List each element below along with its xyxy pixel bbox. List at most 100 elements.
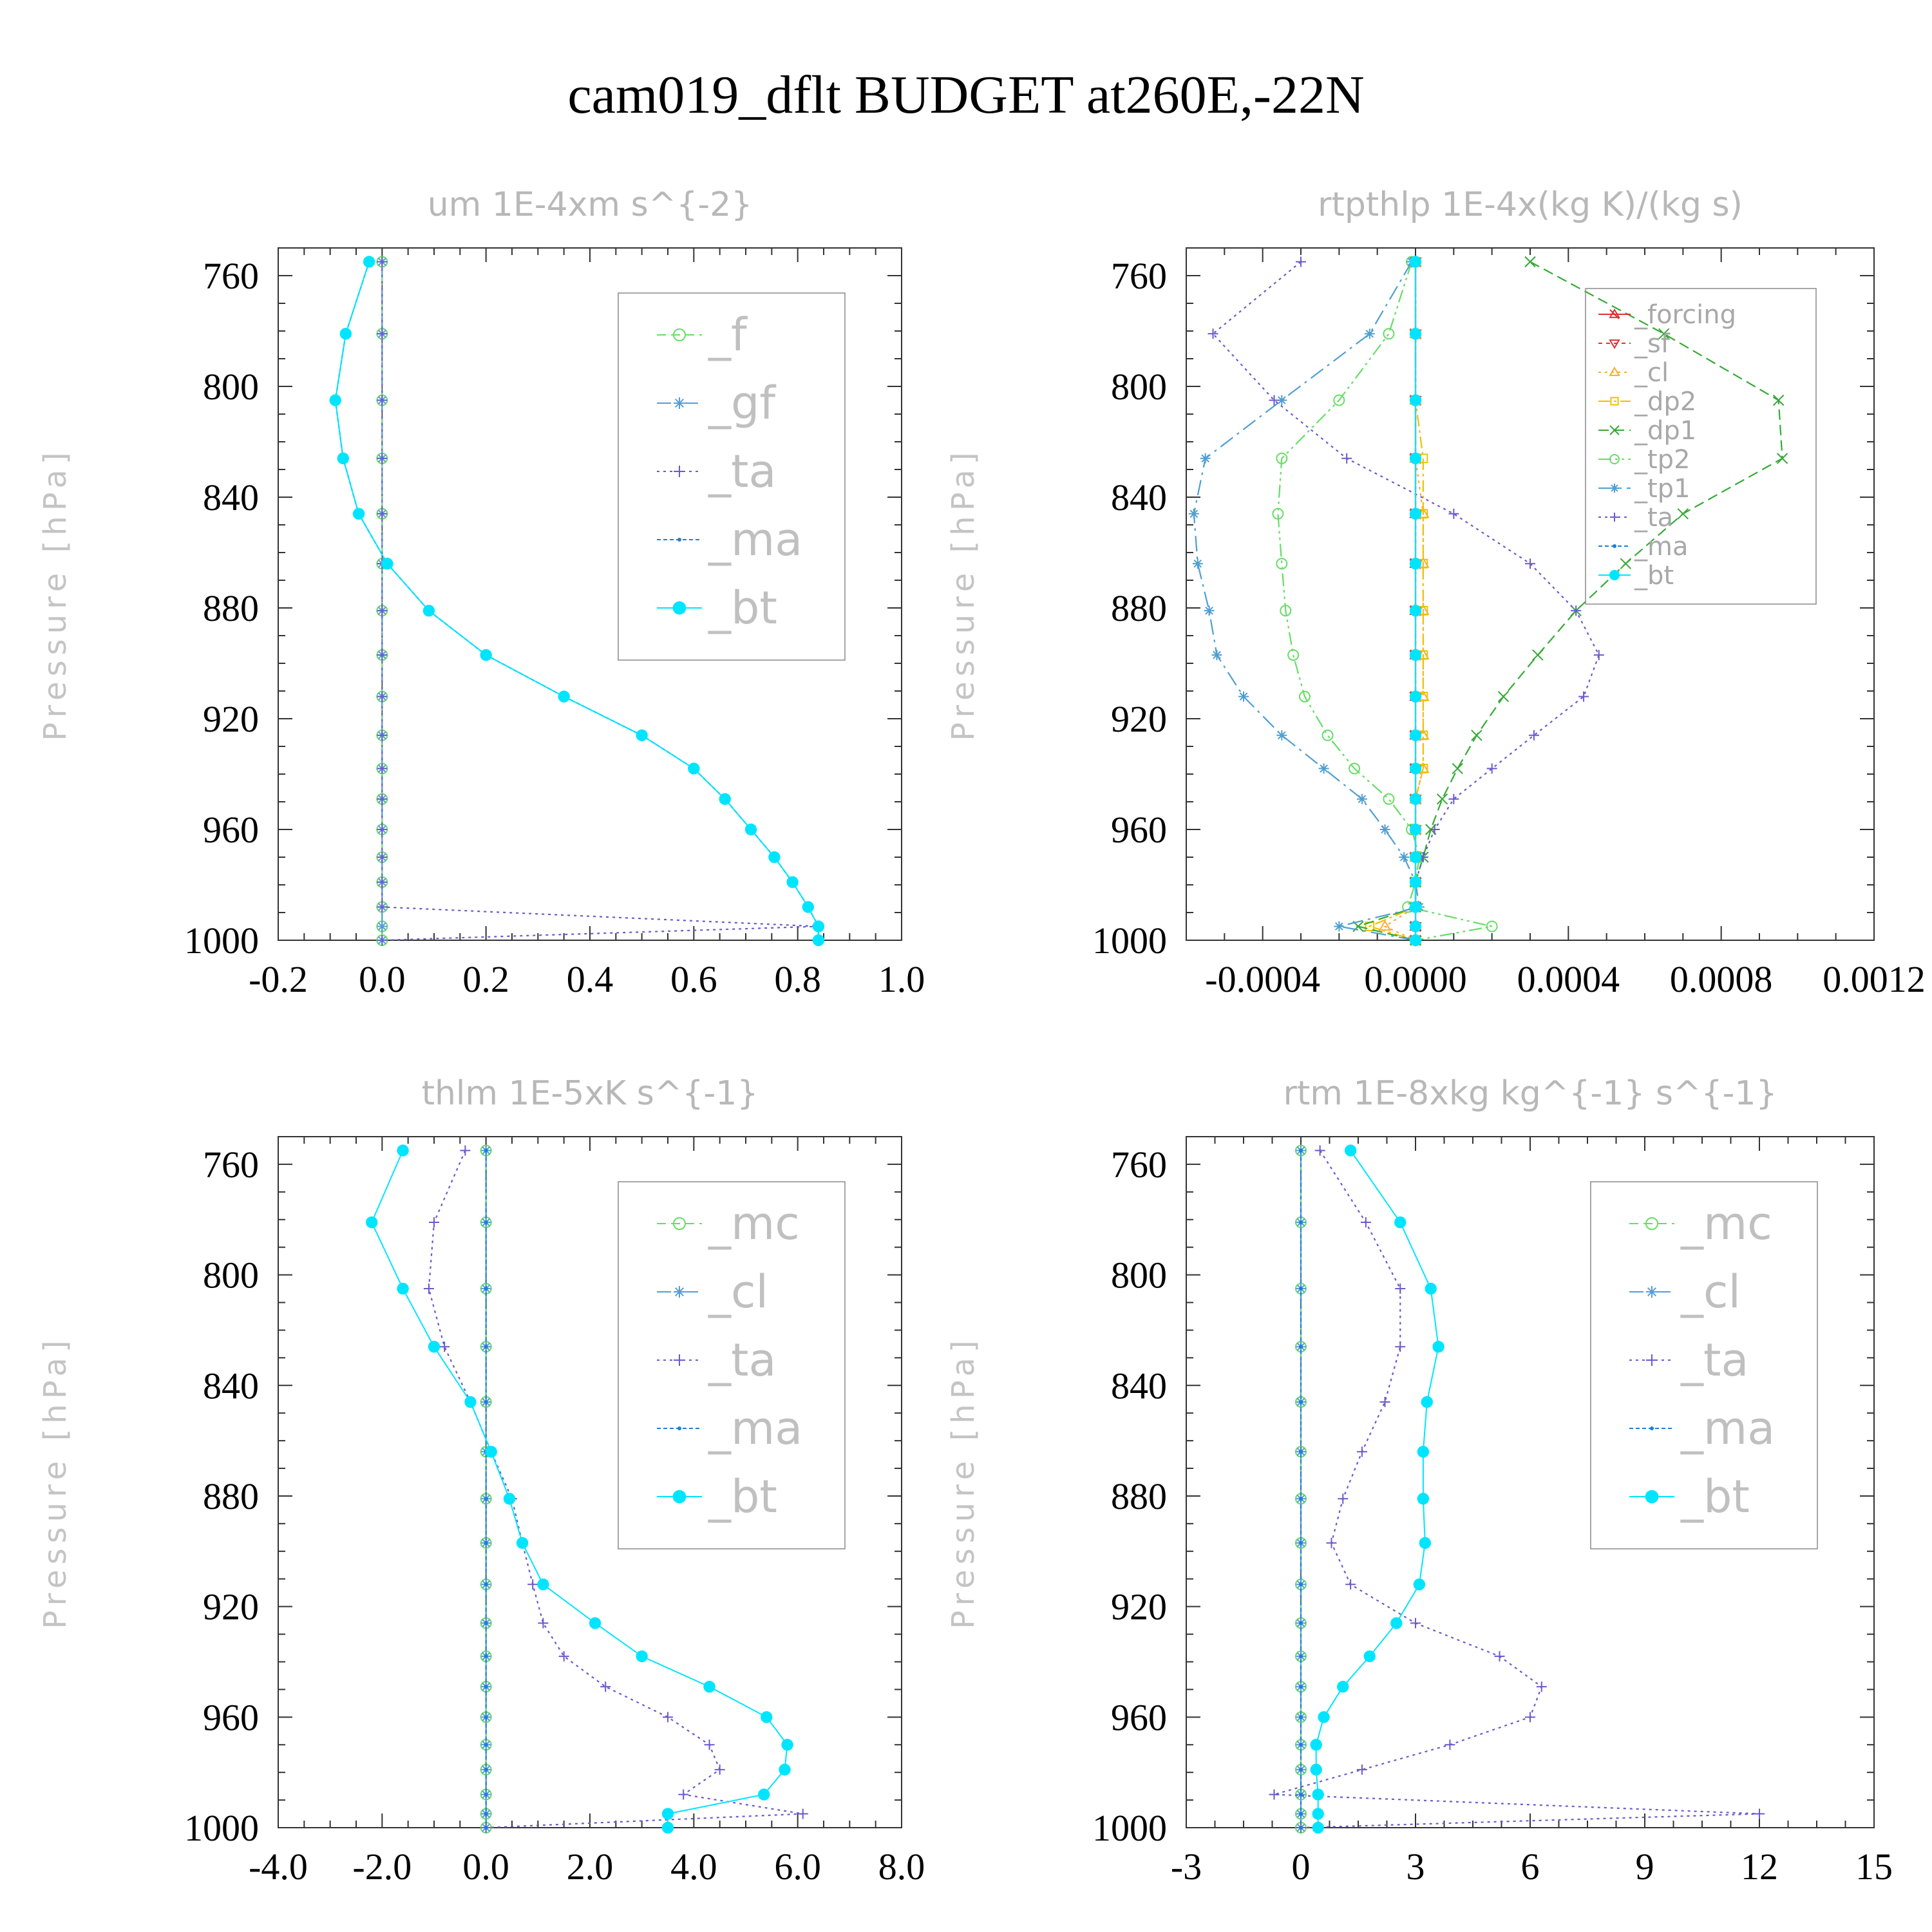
data-point [484,1685,488,1689]
legend-label: _ma [1680,1402,1775,1455]
series-ma [484,1148,488,1830]
data-point [377,852,388,862]
legend-label: _ta [708,1334,776,1387]
data-point [1394,1216,1406,1229]
series-line [381,261,819,942]
data-point [600,1681,611,1692]
data-point [377,395,388,406]
data-point [1360,1217,1371,1228]
data-point [1409,851,1422,864]
legend-label: _ma [708,1402,802,1455]
data-point [339,328,352,340]
legend-marker [674,397,685,409]
data-point [397,1282,409,1295]
x-tick-label: 9 [1636,1846,1654,1888]
panel-title: rtpthlp 1E-4x(kg K)/(kg s) [1318,185,1743,224]
data-point [1318,1711,1330,1723]
data-point [480,649,492,661]
legend-label: _ma [708,513,802,566]
y-tick-label: 920 [1111,698,1167,740]
data-point [1432,1340,1444,1353]
data-point [1444,1739,1455,1750]
data-point [1276,730,1287,741]
data-point [1425,1282,1437,1295]
legend: _forcing_sf_cl_dp2_dp1_tp2_tp1_ta_ma_bt [1585,288,1817,605]
data-point [779,1763,791,1776]
data-point [797,1808,808,1819]
data-point [1299,1582,1303,1587]
data-point [1299,1654,1303,1658]
y-tick-label: 800 [1111,1255,1167,1296]
data-point [366,1216,378,1229]
data-point [812,934,825,947]
y-tick-label: 1000 [1092,1807,1167,1849]
data-point [678,1789,689,1800]
x-tick-label: 3 [1406,1846,1425,1888]
x-tick-label: 8.0 [878,1846,925,1888]
data-point [503,1493,516,1505]
y-tick-label: 880 [1111,587,1167,629]
y-tick-label: 960 [203,809,259,851]
x-tick-label: 1.0 [878,958,925,1000]
data-point [1486,920,1498,933]
series-bt [366,1144,793,1834]
y-tick-label: 960 [1111,809,1167,851]
series-line [1367,261,1424,942]
legend-box [618,1181,846,1549]
data-point [377,328,388,339]
data-point [1299,1220,1303,1225]
data-point [1379,824,1390,835]
series-cl [1378,255,1430,945]
y-tick-label: 760 [203,255,259,297]
data-point [484,1148,488,1153]
data-point [558,690,570,703]
data-point [1356,793,1367,804]
data-point [484,1792,488,1797]
data-point [1409,793,1422,805]
data-point [1333,394,1345,406]
legend-marker [677,538,681,542]
legend-label: _tp2 [1634,445,1690,475]
series-dp2 [1365,257,1428,945]
legend-marker [1646,1286,1658,1298]
x-tick-label: 12 [1741,1846,1778,1888]
y-tick-label: 920 [203,698,259,740]
y-tick-label: 880 [203,1475,259,1517]
data-point [1299,1621,1303,1625]
legend-marker [1609,308,1620,319]
legend-label: _ta [1634,503,1673,533]
data-point [1299,1287,1303,1291]
legend-marker [1609,569,1620,581]
data-point [1349,762,1361,775]
legend-marker [1609,339,1620,349]
series-line [1356,261,1783,942]
series-tp2 [1272,256,1498,946]
x-tick-label: -3 [1171,1846,1202,1888]
y-tick-label: 960 [1111,1696,1167,1738]
data-point [1452,762,1463,775]
data-point [1419,1537,1432,1549]
data-point [1276,452,1288,464]
x-tick-label: 2.0 [567,1846,614,1888]
data-point [1299,1826,1303,1830]
data-point [589,1617,601,1629]
data-point [484,1345,488,1349]
data-point [1192,558,1203,569]
data-point [1409,690,1422,703]
data-point [377,691,388,702]
data-point [1356,1446,1367,1457]
data-point [1344,1144,1357,1157]
data-point [1658,328,1670,340]
data-point [1312,1821,1324,1834]
legend: _f _gf _ta _ma _bt [618,292,846,661]
data-point [1436,793,1448,805]
series-line [428,1150,803,1829]
legend-marker [1646,1354,1658,1366]
data-point [1326,1537,1337,1548]
legend-label: _bt [708,582,777,634]
data-point [422,605,435,617]
data-point [397,1144,409,1157]
data-point [1399,852,1410,862]
legend-box [1590,1181,1818,1549]
plots: um 1E-4xm s^{-2} Pressure [hPa] 760 800 840 8… [37,185,1926,1888]
